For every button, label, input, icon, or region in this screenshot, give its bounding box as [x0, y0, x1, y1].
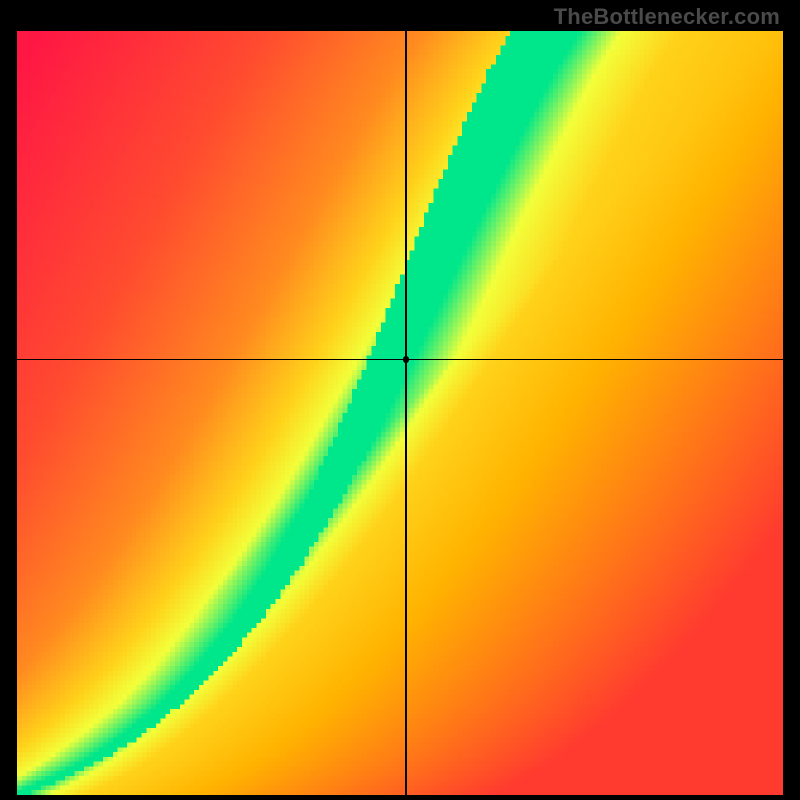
crosshair-horizontal: [17, 359, 783, 361]
crosshair-dot: [403, 356, 409, 362]
chart-container: TheBottlenecker.com: [0, 0, 800, 800]
bottleneck-heatmap: [17, 31, 783, 795]
crosshair-vertical: [405, 31, 407, 795]
watermark-text: TheBottlenecker.com: [554, 4, 780, 30]
